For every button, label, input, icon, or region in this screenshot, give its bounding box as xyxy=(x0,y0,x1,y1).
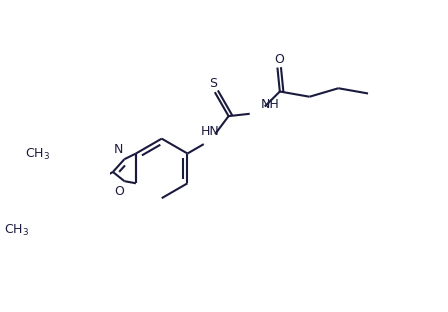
Text: O: O xyxy=(274,53,284,66)
Text: N: N xyxy=(113,143,123,156)
Text: CH$_3$: CH$_3$ xyxy=(25,147,50,162)
Text: NH: NH xyxy=(260,98,279,111)
Text: O: O xyxy=(114,185,124,198)
Text: HN: HN xyxy=(201,125,220,139)
Text: S: S xyxy=(210,77,218,90)
Text: CH$_3$: CH$_3$ xyxy=(4,223,29,238)
